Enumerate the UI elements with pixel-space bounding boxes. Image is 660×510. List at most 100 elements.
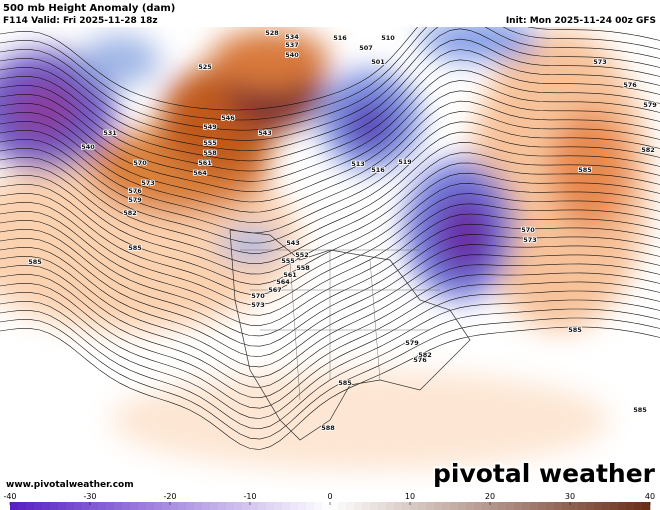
colorbar-swatch: [74, 502, 83, 510]
colorbar-swatch: [386, 502, 395, 510]
colorbar-swatch: [146, 502, 155, 510]
colorbar-swatch: [250, 502, 259, 510]
contour-line: [0, 27, 660, 121]
colorbar-swatch: [370, 502, 379, 510]
colorbar-swatch: [530, 502, 539, 510]
colorbar-swatch: [210, 502, 219, 510]
contour-label: 519: [398, 158, 412, 166]
contour-label: 582: [418, 351, 432, 359]
contour-label: 561: [198, 159, 212, 167]
colorbar-swatch: [82, 502, 91, 510]
contour-line: [0, 152, 660, 264]
colorbar-swatch: [330, 502, 339, 510]
colorbar-swatch: [602, 502, 611, 510]
colorbar-swatch: [202, 502, 211, 510]
colorbar-swatch: [450, 502, 459, 510]
colorbar-swatch: [434, 502, 443, 510]
contour-label: 540: [81, 143, 95, 151]
contour-line: [0, 38, 660, 151]
colorbar-swatch: [194, 502, 203, 510]
colorbar-swatch: [306, 502, 315, 510]
colorbar-swatch: [458, 502, 467, 510]
contour-line: [0, 326, 660, 450]
contour-label: 585: [568, 326, 582, 334]
contour-label: 579: [643, 101, 657, 109]
contour-line: [0, 27, 660, 111]
colorbar-swatch: [618, 502, 627, 510]
contour-label: 507: [359, 44, 373, 52]
contour-line: [0, 80, 660, 193]
colorbar-swatch: [498, 502, 507, 510]
colorbar-swatch: [178, 502, 187, 510]
colorbar-swatch: [506, 502, 515, 510]
colorbar-tick-label: 20: [485, 492, 495, 501]
colorbar-swatch: [442, 502, 451, 510]
logo: pivotal weather: [433, 459, 656, 488]
contour-label: 573: [523, 236, 537, 244]
contour-label: 543: [258, 129, 272, 137]
contour-label: 576: [128, 187, 142, 195]
contour-label: 534: [285, 33, 299, 41]
contour-label: 531: [103, 129, 117, 137]
contour-line: [0, 59, 660, 172]
colorbar-swatch: [346, 502, 355, 510]
colorbar-tick-label: 30: [565, 492, 575, 501]
contour-label: 555: [281, 257, 295, 265]
colorbar-swatch: [58, 502, 67, 510]
contour-label: 528: [265, 29, 279, 37]
contour-label: 570: [251, 292, 265, 300]
contour-label: 570: [521, 226, 535, 234]
colorbar-swatch: [362, 502, 371, 510]
colorbar-tick-label: 10: [405, 492, 415, 501]
colorbar-swatch: [298, 502, 307, 510]
colorbar-swatch: [186, 502, 195, 510]
colorbar-swatch: [474, 502, 483, 510]
contour-label: 585: [128, 244, 142, 252]
contour-label: 549: [203, 123, 217, 131]
colorbar-swatch: [514, 502, 523, 510]
colorbar-swatch: [218, 502, 227, 510]
colorbar-swatch: [522, 502, 531, 510]
contour-label: 543: [286, 239, 300, 247]
contour-label: 516: [333, 34, 347, 42]
colorbar-tick-label: -30: [83, 492, 96, 501]
colorbar-swatch: [322, 502, 331, 510]
colorbar-swatch: [402, 502, 411, 510]
colorbar-swatch: [338, 502, 347, 510]
colorbar-swatch: [562, 502, 571, 510]
contour-label: 585: [338, 379, 352, 387]
contour-label: 558: [296, 264, 310, 272]
colorbar-swatch: [234, 502, 243, 510]
colorbar-swatch: [162, 502, 171, 510]
contour-label: 564: [276, 278, 290, 286]
colorbar-swatch: [482, 502, 491, 510]
contour-label: 576: [623, 81, 637, 89]
contour-line: [0, 317, 660, 440]
colorbar-swatch: [106, 502, 115, 510]
borders: [240, 249, 440, 401]
colorbar-tick-label: -40: [3, 492, 16, 501]
colorbar-swatch: [314, 502, 323, 510]
coastline: [229, 229, 471, 441]
contour-label: 558: [203, 149, 217, 157]
colorbar: -40 -30 -20 -10 0 10 20 30 40: [3, 492, 655, 510]
colorbar-swatch: [642, 502, 651, 510]
colorbar-swatch: [282, 502, 291, 510]
colorbar-swatch: [538, 502, 547, 510]
colorbar-swatch: [122, 502, 131, 510]
colorbar-swatch: [546, 502, 555, 510]
contour-label: 570: [133, 159, 147, 167]
contour-label: 567: [268, 286, 282, 294]
colorbar-swatch: [258, 502, 267, 510]
contour-label: 573: [141, 179, 155, 187]
colorbar-swatch: [50, 502, 59, 510]
contour-label: 516: [371, 166, 385, 174]
colorbar-swatch: [410, 502, 419, 510]
contour-label: 582: [123, 209, 137, 217]
colorbar-swatch: [290, 502, 299, 510]
contour-label: 546: [221, 114, 235, 122]
colorbar-swatch: [418, 502, 427, 510]
colorbar-swatch: [578, 502, 587, 510]
contour-label: 552: [295, 251, 309, 259]
contour-label: 576: [413, 356, 427, 364]
